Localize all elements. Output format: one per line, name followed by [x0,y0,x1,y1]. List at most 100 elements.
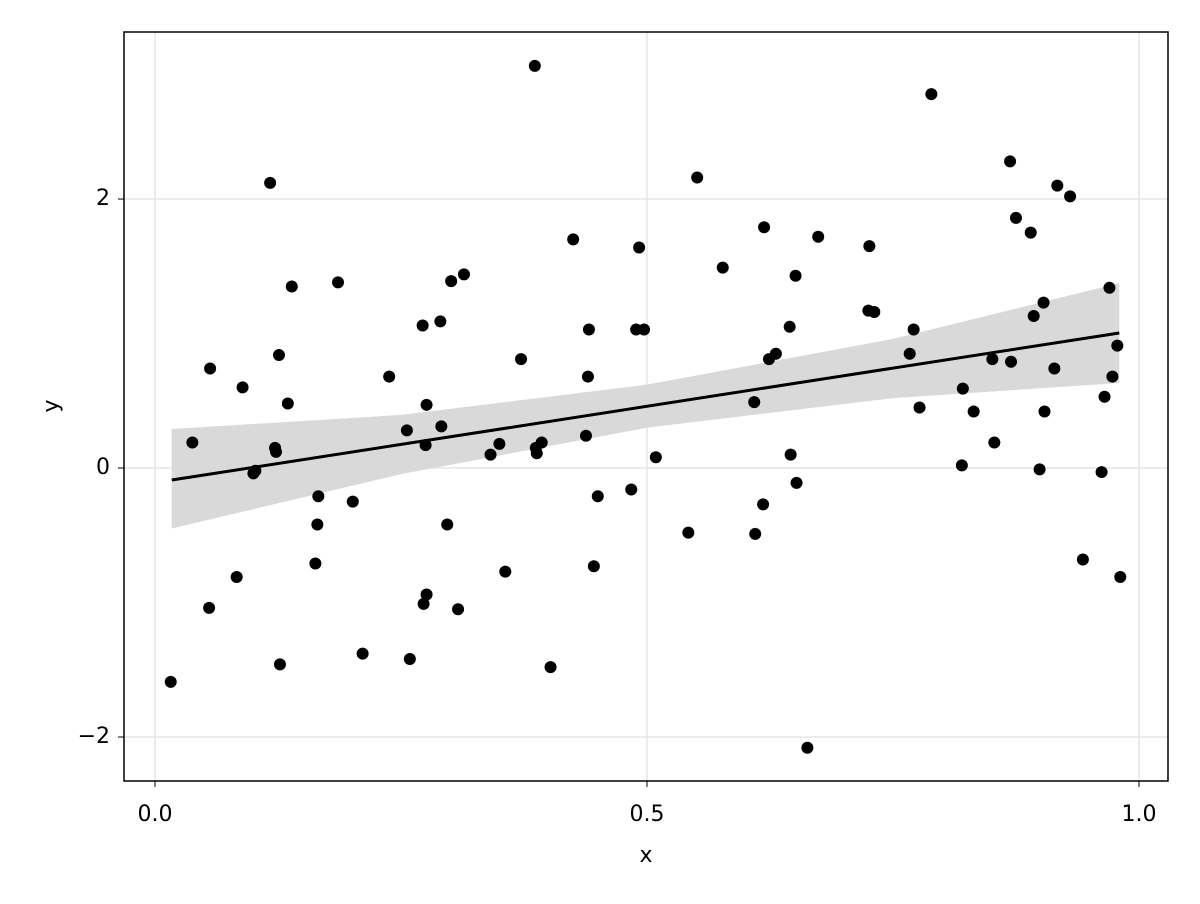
point [528,59,541,72]
y-tick-label: 2 [96,186,110,211]
point [164,675,177,688]
point [493,437,506,450]
point [749,527,762,540]
point [758,221,771,234]
point [1004,155,1017,168]
point [203,601,216,614]
point [986,353,999,366]
point [309,557,322,570]
point [311,518,324,531]
point [530,447,543,460]
point [1095,466,1108,479]
point [270,445,283,458]
point [420,588,433,601]
point [1024,226,1037,239]
point [1038,405,1051,418]
y-tick-label: 0 [96,455,110,480]
point [716,261,729,274]
point [1005,355,1018,368]
point [649,451,662,464]
point [417,597,430,610]
point [567,233,580,246]
point [1103,281,1116,294]
point [913,401,926,414]
point [434,315,447,328]
point [638,323,651,336]
point [285,280,298,293]
point [903,347,916,360]
point [356,647,369,660]
plot-frame [123,31,1169,782]
point [789,269,802,282]
point [332,276,345,289]
point [812,230,825,243]
point [441,518,454,531]
point [925,88,938,101]
point [457,268,470,281]
point [582,323,595,336]
point [281,397,294,410]
point [186,436,199,449]
point [236,381,249,394]
point [515,353,528,366]
point [988,436,1001,449]
x-tick-label: 1.0 [1121,802,1156,827]
point [1106,370,1119,383]
point [544,661,557,674]
point [1114,570,1127,583]
y-tick-label: −2 [78,724,110,749]
point [249,464,262,477]
point [383,370,396,383]
x-tick-label: 0.0 [137,802,172,827]
point [769,347,782,360]
point [272,349,285,362]
point [1027,310,1040,323]
point [1098,390,1111,403]
point [955,459,968,472]
point [1009,211,1022,224]
point [625,483,638,496]
point [581,370,594,383]
point [420,398,433,411]
point [312,490,325,503]
point [1037,296,1050,309]
point [967,405,980,418]
x-tick-label: 0.5 [629,802,664,827]
point [484,448,497,461]
point [204,362,217,375]
point [1051,179,1064,192]
point [264,176,277,189]
point [790,476,803,489]
point [419,439,432,452]
point [682,526,695,539]
point [863,240,876,253]
point [1064,190,1077,203]
point [784,448,797,461]
point [403,653,416,666]
point [1033,463,1046,476]
point [230,570,243,583]
y-axis-label: y [39,399,64,412]
point [1111,339,1124,352]
point [691,171,704,184]
point [499,565,512,578]
point [587,560,600,573]
point [1048,362,1061,375]
fit-line [171,331,1120,482]
point [579,429,592,442]
point [956,382,969,395]
point [633,241,646,254]
point [535,436,548,449]
point [1076,553,1089,566]
point [416,319,429,332]
point [346,495,359,508]
point [783,320,796,333]
point [591,490,604,503]
x-axis-label: x [639,843,652,868]
point [435,420,448,433]
point [868,306,881,319]
point [907,323,920,336]
point [445,275,458,288]
point [757,498,770,511]
